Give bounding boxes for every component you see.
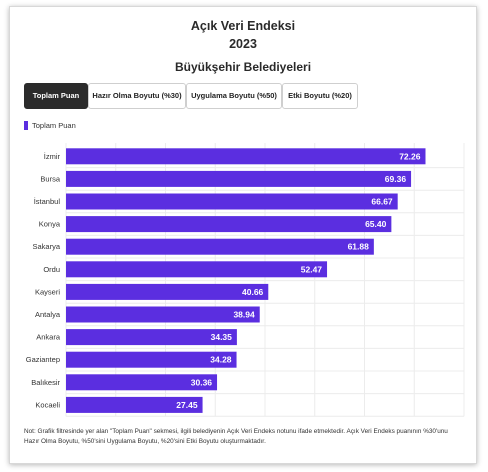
value-label: 34.35 [211, 332, 233, 342]
category-label: Kocaeli [35, 400, 60, 409]
bar[interactable] [66, 261, 328, 278]
category-label: Balıkesir [31, 378, 60, 387]
chart-card: Açık Veri Endeksi 2023 Büyükşehir Beledi… [9, 6, 477, 464]
value-label: 72.26 [399, 151, 421, 161]
value-label: 27.45 [176, 400, 198, 410]
legend-swatch [24, 121, 28, 130]
category-label: Ordu [43, 265, 60, 274]
bar-chart: İzmir 72.26 Bursa 69.36 İstanbul 66.67 Konya 65… [26, 143, 465, 417]
bar[interactable] [66, 283, 269, 300]
category-label: Gaziantep [26, 355, 60, 364]
category-label: İstanbul [34, 197, 61, 206]
category-label: Bursa [40, 174, 60, 183]
value-label: 38.94 [233, 310, 255, 320]
tab-toplam-puan[interactable]: Toplam Puan [24, 83, 88, 109]
bar[interactable] [66, 216, 392, 233]
bar[interactable] [66, 396, 203, 413]
category-label: Ankara [36, 333, 61, 342]
value-label: 69.36 [385, 174, 407, 184]
category-label: Konya [39, 220, 61, 229]
category-label: Kayseri [35, 287, 60, 296]
value-label: 66.67 [371, 197, 393, 207]
bar[interactable] [66, 170, 412, 187]
value-label: 30.36 [191, 377, 213, 387]
footnote: Not: Grafik filtresinde yer alan "Toplam… [24, 428, 448, 445]
chart-year: 2023 [229, 37, 257, 51]
category-label: İzmir [44, 152, 61, 161]
bar[interactable] [66, 329, 237, 346]
bar[interactable] [66, 148, 426, 165]
value-label: 40.66 [242, 287, 264, 297]
value-label: 61.88 [348, 242, 370, 252]
tab-uygulama-boyutu[interactable]: Uygulama Boyutu (%50) [186, 83, 282, 109]
tab-hazir-olma-boyutu[interactable]: Hazır Olma Boyutu (%30) [88, 83, 186, 109]
value-label: 34.28 [210, 355, 232, 365]
category-label: Antalya [35, 310, 61, 319]
legend-label: Toplam Puan [32, 121, 76, 130]
value-label: 65.40 [365, 219, 387, 229]
value-label: 52.47 [301, 264, 323, 274]
bar[interactable] [66, 351, 237, 368]
bar[interactable] [66, 238, 374, 255]
chart-subtitle: Büyükşehir Belediyeleri [174, 60, 312, 74]
chart-title: Açık Veri Endeksi [190, 19, 296, 33]
bar[interactable] [66, 306, 260, 323]
bar[interactable] [66, 193, 398, 210]
bar[interactable] [66, 374, 218, 391]
tab-etki-boyutu[interactable]: Etki Boyutu (%20) [282, 83, 358, 109]
category-label: Sakarya [32, 242, 60, 251]
